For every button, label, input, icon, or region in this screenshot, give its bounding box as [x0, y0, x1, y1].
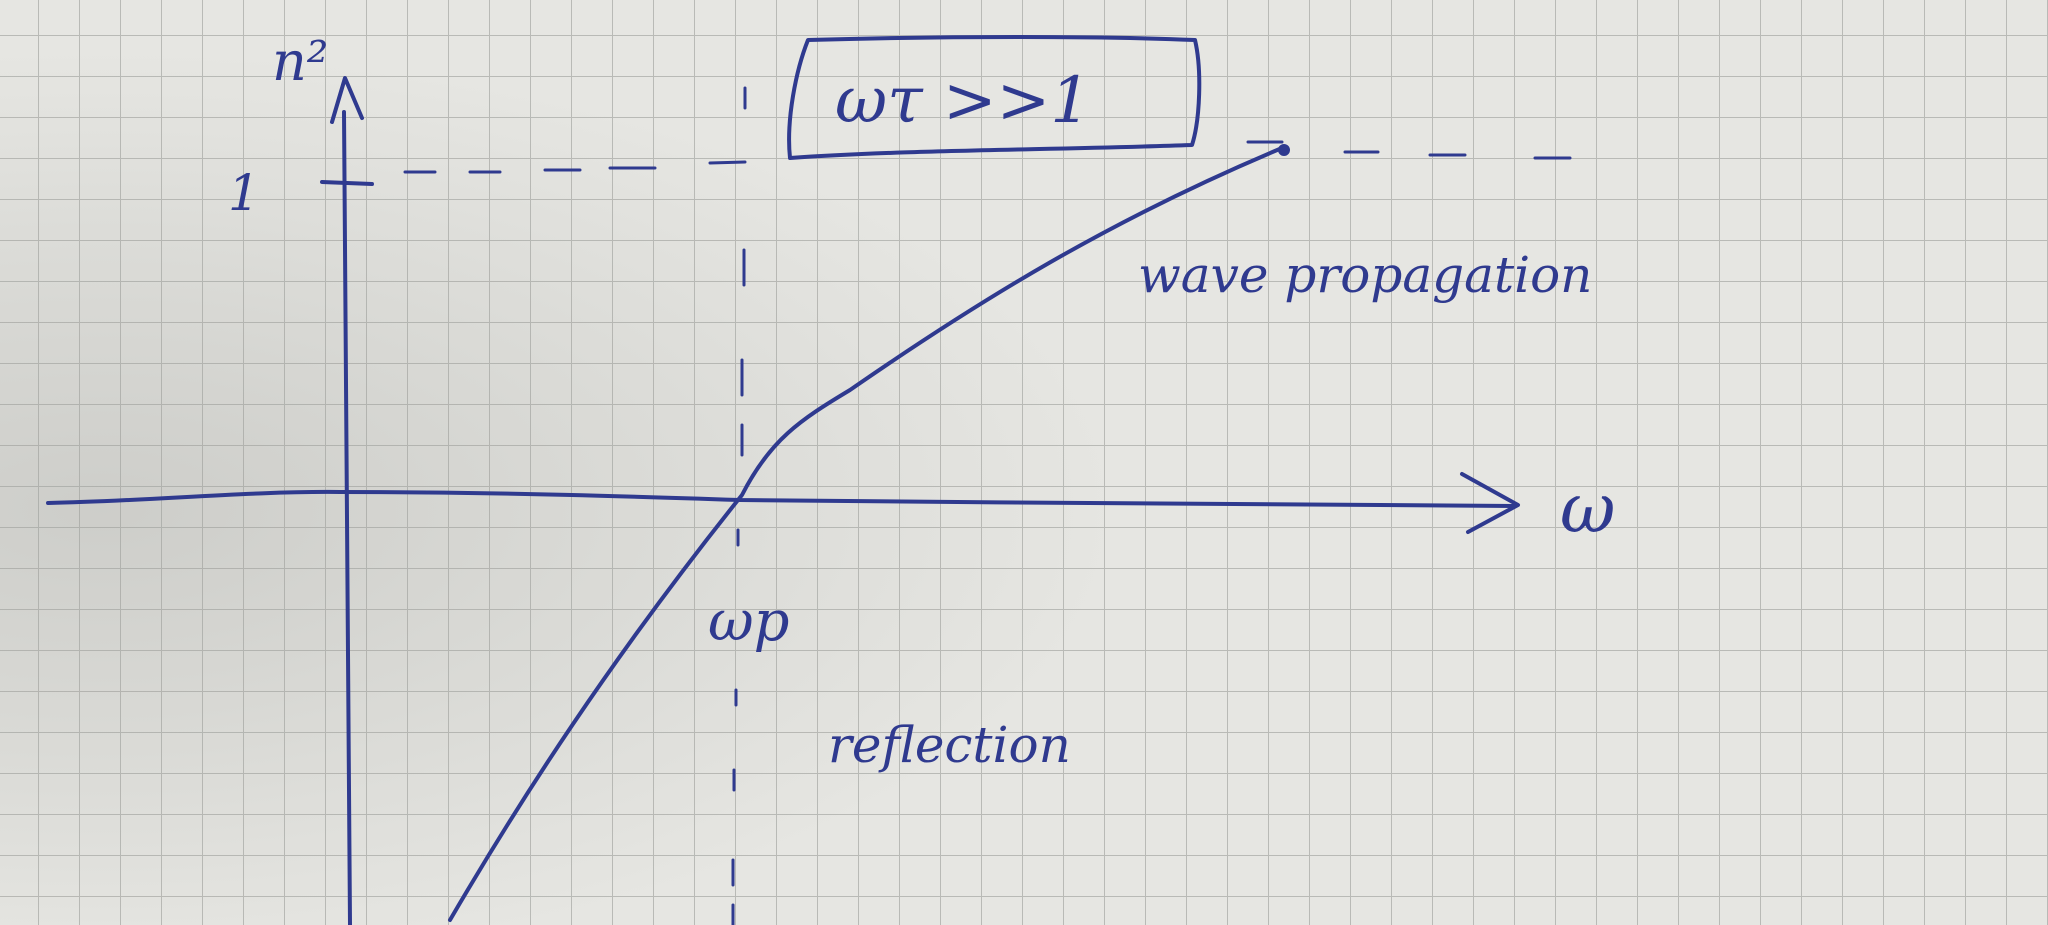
condition-box [787, 35, 1202, 160]
reflection-label: reflection [828, 716, 1071, 774]
curve-end-dot [1278, 144, 1290, 156]
condition-label: ωτ >>1 [835, 64, 1091, 138]
y-axis-arrowhead [330, 76, 364, 124]
y-axis-line [342, 110, 352, 925]
x-axis-line [46, 489, 1517, 508]
y-tick-label: 1 [228, 164, 260, 222]
asymptote-dashes-right [1246, 140, 1572, 160]
omega-p-dashed-line [731, 86, 747, 925]
x-axis-label: ω [1560, 470, 1615, 549]
x-axis-arrowhead [1460, 472, 1520, 534]
dispersion-curve [448, 146, 1284, 922]
omega-p-label: ωp [708, 589, 790, 654]
asymptote-dashes-left [403, 160, 747, 174]
wave-propagation-label: wave propagation [1138, 246, 1592, 304]
y-tick-mark [320, 180, 374, 186]
y-axis-label: n² [272, 30, 328, 93]
